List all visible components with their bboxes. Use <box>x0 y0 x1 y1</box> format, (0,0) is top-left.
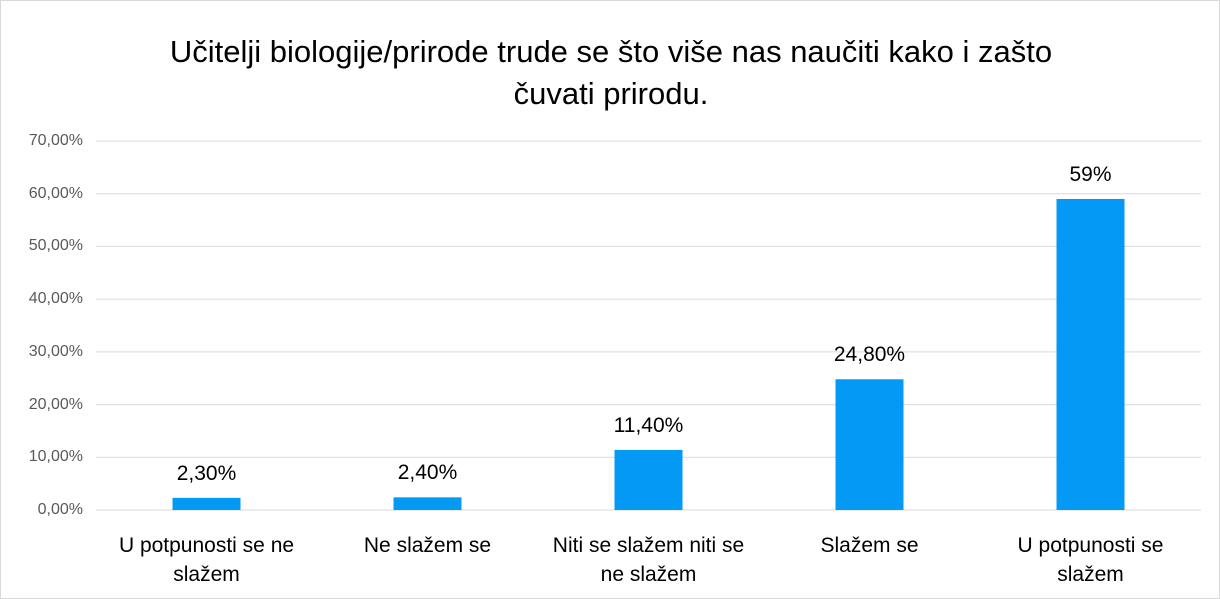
data-label: 2,40% <box>397 461 458 485</box>
data-label: 11,40% <box>613 413 684 437</box>
y-tick-label: 70,00% <box>28 132 83 149</box>
bar <box>1056 198 1125 510</box>
x-tick-label: U potpunosti se slažem <box>1017 534 1164 586</box>
data-label: 59% <box>1069 162 1112 186</box>
y-tick-label: 30,00% <box>28 342 83 360</box>
data-label: 2,30% <box>176 461 237 485</box>
y-tick-label: 40,00% <box>28 290 83 308</box>
y-tick-label: 20,00% <box>28 395 83 413</box>
x-tick-label: Ne slažem se <box>363 534 492 557</box>
chart-title: Učitelji biologije/prirode trude se što … <box>169 34 1053 111</box>
y-tick-label: 0,00% <box>37 501 83 518</box>
y-tick-label: 60,00% <box>28 184 83 202</box>
bar <box>614 449 683 510</box>
bar <box>835 379 904 510</box>
x-tick-label: Slažem se <box>820 534 919 557</box>
y-tick-label: 50,00% <box>28 237 83 255</box>
x-tick-label: Niti se slažem niti se ne slažem <box>552 534 745 586</box>
data-label: 24,80% <box>833 343 906 367</box>
x-tick-label: U potpunosti se ne slažem <box>118 534 295 586</box>
y-tick-label: 10,00% <box>28 448 83 466</box>
bar <box>393 497 462 510</box>
bar <box>172 497 241 510</box>
